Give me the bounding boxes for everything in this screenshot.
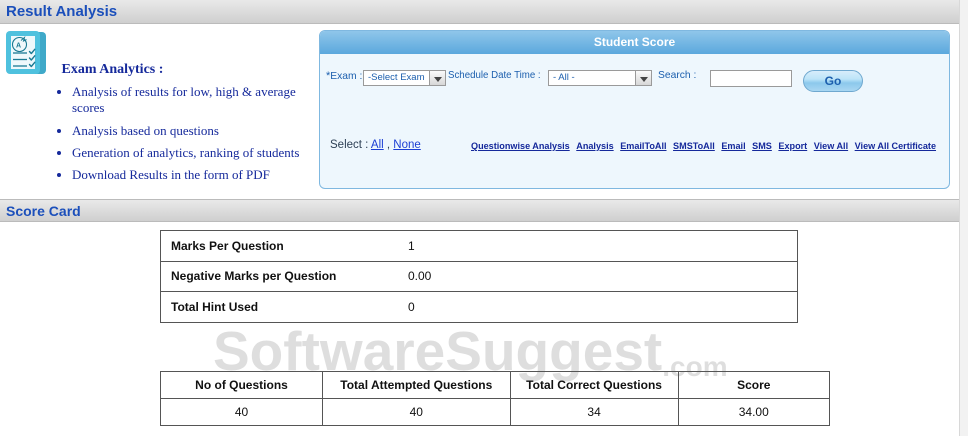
svg-text:A: A [16, 43, 21, 50]
